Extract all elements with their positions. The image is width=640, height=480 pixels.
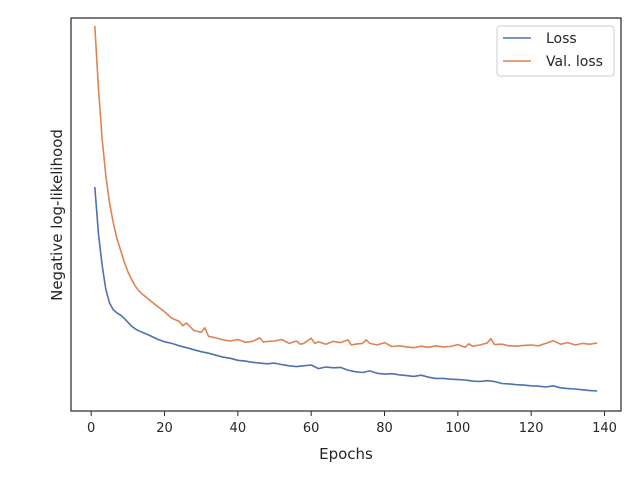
x-tick-label: 80 [376,421,393,436]
x-tick-label: 120 [519,421,544,436]
x-tick-label: 140 [592,421,617,436]
plot-frame [70,17,622,412]
plot-area [70,17,622,412]
legend-label-val-loss: Val. loss [546,54,603,70]
x-axis-ticks: 0 20 40 60 80 100 120 140 [87,411,617,436]
x-tick-label: 40 [230,421,247,436]
x-tick-label: 60 [303,421,320,436]
x-tick-label: 20 [156,421,173,436]
x-tick-label: 100 [445,421,470,436]
x-tick-label: 0 [87,421,95,436]
series-line-loss [94,186,598,392]
series-layer [94,25,598,392]
x-axis-label: Epochs [319,445,373,463]
legend: Loss Val. loss [496,25,615,77]
legend-label-loss: Loss [546,31,577,47]
series-line-val-loss [94,25,598,349]
y-axis-label: Negative log-likelihood [48,129,66,301]
